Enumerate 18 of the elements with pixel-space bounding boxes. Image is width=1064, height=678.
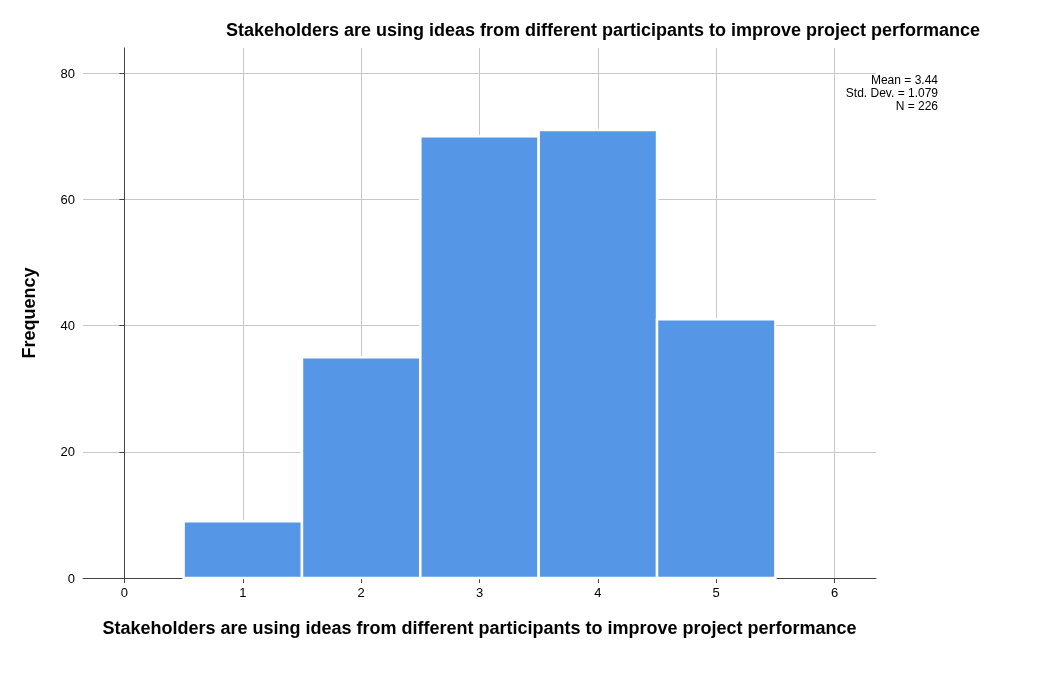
x-tick-label: 6 [830,585,839,600]
annotation: Mean = 3.44 [870,73,939,87]
x-tick-label: 4 [594,585,602,600]
annotation: Std. Dev. = 1.079 [845,86,939,100]
x-tick-label: 5 [712,585,720,600]
y-axis-title: Frequency [19,267,39,359]
x-tick-label: 1 [239,585,247,600]
y-tick-label: 60 [60,191,75,207]
x-tick-label: 3 [475,585,484,600]
y-tick-label: 20 [60,444,75,460]
y-tick-label: 80 [60,65,75,81]
x-tick-label: 2 [357,585,365,600]
x-axis-title: Stakeholders are using ideas from different participants to improve project performance [102,618,857,638]
y-tick-label: 40 [60,318,75,334]
y-tick-label: 0 [67,570,75,586]
x-tick-label: 0 [120,585,129,600]
text: N = 226 [895,99,939,113]
chart-title: Stakeholders are using ideas from different participants to improve project performance [225,20,981,40]
